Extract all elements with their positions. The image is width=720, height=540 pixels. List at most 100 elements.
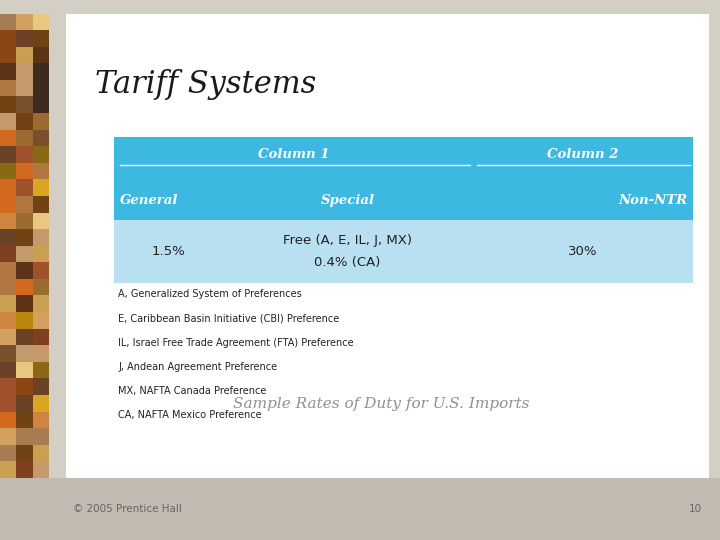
FancyBboxPatch shape <box>0 30 17 46</box>
FancyBboxPatch shape <box>114 220 693 283</box>
FancyBboxPatch shape <box>32 130 49 146</box>
FancyBboxPatch shape <box>114 137 693 181</box>
FancyBboxPatch shape <box>17 163 32 179</box>
FancyBboxPatch shape <box>0 362 17 379</box>
FancyBboxPatch shape <box>32 146 49 163</box>
FancyBboxPatch shape <box>32 30 49 46</box>
FancyBboxPatch shape <box>32 196 49 213</box>
Text: E, Caribbean Basin Initiative (CBI) Preference: E, Caribbean Basin Initiative (CBI) Pref… <box>118 314 339 323</box>
FancyBboxPatch shape <box>0 229 17 246</box>
FancyBboxPatch shape <box>17 411 32 428</box>
FancyBboxPatch shape <box>0 262 17 279</box>
FancyBboxPatch shape <box>0 80 17 97</box>
FancyBboxPatch shape <box>0 97 17 113</box>
FancyBboxPatch shape <box>17 295 32 312</box>
FancyBboxPatch shape <box>32 262 49 279</box>
FancyBboxPatch shape <box>32 461 49 478</box>
Text: Special: Special <box>320 194 374 207</box>
FancyBboxPatch shape <box>17 229 32 246</box>
FancyBboxPatch shape <box>32 395 49 411</box>
FancyBboxPatch shape <box>0 379 17 395</box>
FancyBboxPatch shape <box>17 345 32 362</box>
FancyBboxPatch shape <box>0 113 17 130</box>
Text: 30%: 30% <box>568 245 598 258</box>
FancyBboxPatch shape <box>17 445 32 461</box>
FancyBboxPatch shape <box>32 14 49 30</box>
FancyBboxPatch shape <box>17 312 32 329</box>
FancyBboxPatch shape <box>32 63 49 80</box>
Text: Non-NTR: Non-NTR <box>618 194 688 207</box>
Text: 0.4% (CA): 0.4% (CA) <box>314 256 381 269</box>
FancyBboxPatch shape <box>66 14 709 478</box>
FancyBboxPatch shape <box>0 478 720 540</box>
FancyBboxPatch shape <box>32 295 49 312</box>
FancyBboxPatch shape <box>0 179 17 196</box>
FancyBboxPatch shape <box>32 213 49 229</box>
FancyBboxPatch shape <box>0 411 17 428</box>
Text: Column 1: Column 1 <box>258 148 330 161</box>
Text: Free (A, E, IL, J, MX): Free (A, E, IL, J, MX) <box>283 234 412 247</box>
FancyBboxPatch shape <box>17 63 32 80</box>
FancyBboxPatch shape <box>17 46 32 63</box>
FancyBboxPatch shape <box>17 395 32 411</box>
FancyBboxPatch shape <box>17 113 32 130</box>
FancyBboxPatch shape <box>32 445 49 461</box>
Text: Column 2: Column 2 <box>547 148 619 161</box>
FancyBboxPatch shape <box>17 146 32 163</box>
FancyBboxPatch shape <box>17 461 32 478</box>
FancyBboxPatch shape <box>17 262 32 279</box>
FancyBboxPatch shape <box>17 130 32 146</box>
FancyBboxPatch shape <box>32 345 49 362</box>
FancyBboxPatch shape <box>32 163 49 179</box>
FancyBboxPatch shape <box>32 279 49 295</box>
FancyBboxPatch shape <box>0 312 17 329</box>
FancyBboxPatch shape <box>17 379 32 395</box>
FancyBboxPatch shape <box>32 97 49 113</box>
FancyBboxPatch shape <box>0 428 17 445</box>
FancyBboxPatch shape <box>17 428 32 445</box>
FancyBboxPatch shape <box>17 279 32 295</box>
FancyBboxPatch shape <box>0 295 17 312</box>
FancyBboxPatch shape <box>32 80 49 97</box>
FancyBboxPatch shape <box>32 179 49 196</box>
FancyBboxPatch shape <box>17 246 32 262</box>
FancyBboxPatch shape <box>114 181 693 220</box>
FancyBboxPatch shape <box>17 97 32 113</box>
FancyBboxPatch shape <box>0 63 17 80</box>
Text: © 2005 Prentice Hall: © 2005 Prentice Hall <box>73 504 182 514</box>
FancyBboxPatch shape <box>32 246 49 262</box>
FancyBboxPatch shape <box>0 329 17 345</box>
FancyBboxPatch shape <box>17 30 32 46</box>
FancyBboxPatch shape <box>32 312 49 329</box>
FancyBboxPatch shape <box>32 229 49 246</box>
FancyBboxPatch shape <box>32 379 49 395</box>
FancyBboxPatch shape <box>17 179 32 196</box>
Text: J, Andean Agreement Preference: J, Andean Agreement Preference <box>118 362 277 372</box>
FancyBboxPatch shape <box>0 345 17 362</box>
FancyBboxPatch shape <box>0 445 17 461</box>
FancyBboxPatch shape <box>32 428 49 445</box>
FancyBboxPatch shape <box>0 196 17 213</box>
Text: 10: 10 <box>689 504 702 514</box>
Text: CA, NAFTA Mexico Preference: CA, NAFTA Mexico Preference <box>118 410 261 420</box>
FancyBboxPatch shape <box>0 14 17 30</box>
FancyBboxPatch shape <box>32 46 49 63</box>
Text: A, Generalized System of Preferences: A, Generalized System of Preferences <box>118 289 302 299</box>
Text: Tariff Systems: Tariff Systems <box>95 69 316 100</box>
FancyBboxPatch shape <box>17 213 32 229</box>
FancyBboxPatch shape <box>0 246 17 262</box>
FancyBboxPatch shape <box>0 46 17 63</box>
FancyBboxPatch shape <box>0 395 17 411</box>
FancyBboxPatch shape <box>0 461 17 478</box>
FancyBboxPatch shape <box>17 362 32 379</box>
FancyBboxPatch shape <box>17 14 32 30</box>
Text: MX, NAFTA Canada Preference: MX, NAFTA Canada Preference <box>118 386 266 396</box>
FancyBboxPatch shape <box>32 362 49 379</box>
FancyBboxPatch shape <box>32 329 49 345</box>
FancyBboxPatch shape <box>32 411 49 428</box>
FancyBboxPatch shape <box>0 146 17 163</box>
FancyBboxPatch shape <box>32 113 49 130</box>
Text: General: General <box>120 194 179 207</box>
FancyBboxPatch shape <box>0 130 17 146</box>
FancyBboxPatch shape <box>0 213 17 229</box>
